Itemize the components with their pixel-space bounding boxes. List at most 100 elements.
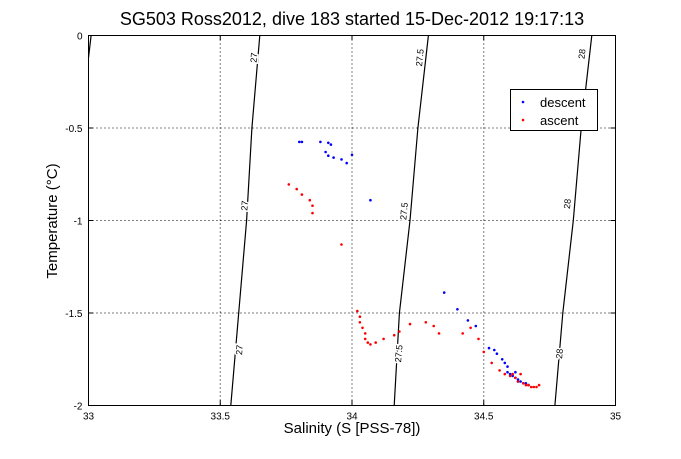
data-point-ascent bbox=[537, 383, 541, 387]
data-point-descent bbox=[506, 365, 509, 368]
axis-ticks: 33 33.5 34 34.5 35 0 -0.5 -1 -1.5 -2 bbox=[65, 32, 621, 423]
data-point-descent bbox=[474, 324, 478, 328]
data-point-descent bbox=[487, 346, 491, 350]
legend-label-descent: descent bbox=[540, 95, 586, 110]
data-point-ascent bbox=[374, 341, 378, 344]
data-point-descent bbox=[511, 374, 514, 378]
data-point-ascent bbox=[503, 372, 507, 376]
data-point-descent bbox=[466, 319, 470, 322]
data-point-ascent bbox=[308, 198, 312, 202]
data-point-ascent bbox=[392, 333, 396, 337]
data-point-descent bbox=[345, 161, 349, 165]
data-point-ascent bbox=[469, 326, 472, 330]
data-point-descent bbox=[300, 140, 304, 144]
data-point-ascent bbox=[529, 385, 533, 389]
data-point-descent bbox=[514, 370, 517, 374]
legend-label-ascent: ascent bbox=[540, 113, 579, 128]
x-axis-label: Salinity (S [PSS-78]) bbox=[284, 420, 421, 437]
data-point-ascent bbox=[532, 385, 536, 389]
data-point-ascent bbox=[524, 383, 528, 387]
data-point-descent bbox=[500, 358, 504, 361]
data-point-ascent bbox=[361, 326, 364, 330]
data-point-ascent bbox=[490, 361, 494, 365]
data-points bbox=[287, 140, 541, 389]
data-point-ascent bbox=[482, 350, 486, 354]
density-contour-label: 27 bbox=[248, 52, 259, 63]
data-point-ascent bbox=[311, 211, 314, 215]
y-tick-label: -2 bbox=[74, 402, 83, 413]
data-point-ascent bbox=[363, 337, 367, 341]
chart-title: SG503 Ross2012, dive 183 started 15-Dec-… bbox=[120, 9, 584, 29]
density-contour-label: 27.5 bbox=[414, 48, 426, 66]
data-point-ascent bbox=[498, 369, 501, 372]
x-tick-label: 33.5 bbox=[211, 412, 231, 423]
data-point-descent bbox=[340, 158, 343, 161]
data-point-ascent bbox=[300, 193, 304, 196]
data-point-descent bbox=[369, 198, 372, 202]
data-point-ascent bbox=[287, 183, 291, 186]
density-contour-label: 27 bbox=[239, 200, 250, 211]
data-point-descent bbox=[329, 143, 333, 146]
data-point-descent bbox=[493, 348, 496, 352]
data-point-ascent bbox=[477, 337, 480, 341]
data-point-ascent bbox=[358, 321, 362, 324]
y-axis-label: Temperature (°C) bbox=[44, 163, 61, 278]
data-point-descent bbox=[327, 141, 330, 145]
data-point-ascent bbox=[527, 383, 530, 387]
data-point-descent bbox=[319, 140, 322, 144]
data-point-descent bbox=[503, 361, 507, 365]
data-point-descent bbox=[506, 370, 509, 374]
data-point-ascent bbox=[295, 187, 299, 191]
density-contour-label: 28 bbox=[562, 198, 573, 209]
data-point-ascent bbox=[522, 382, 525, 385]
y-tick-label: -1 bbox=[74, 217, 83, 228]
density-contour-label: 27 bbox=[234, 345, 245, 356]
data-point-ascent bbox=[363, 332, 367, 335]
x-tick-label: 34 bbox=[346, 412, 358, 423]
density-contour-label: 27.5 bbox=[398, 202, 410, 220]
density-contour-label: 28 bbox=[577, 48, 588, 59]
density-contour-label: 27.5 bbox=[393, 344, 405, 362]
data-point-ascent bbox=[424, 321, 428, 324]
legend-marker-ascent bbox=[521, 118, 525, 122]
data-point-ascent bbox=[358, 315, 362, 319]
data-point-ascent bbox=[514, 376, 517, 380]
data-point-ascent bbox=[382, 337, 385, 341]
data-point-ascent bbox=[432, 324, 436, 328]
x-tick-label: 34.5 bbox=[474, 412, 494, 423]
data-point-ascent bbox=[340, 243, 343, 246]
y-tick-label: 0 bbox=[77, 32, 83, 43]
data-point-descent bbox=[350, 153, 354, 157]
data-point-ascent bbox=[398, 330, 401, 333]
data-point-ascent bbox=[437, 332, 441, 335]
data-point-ascent bbox=[511, 372, 514, 376]
data-point-descent bbox=[298, 140, 301, 144]
data-point-descent bbox=[524, 382, 528, 385]
data-point-descent bbox=[324, 150, 327, 154]
data-point-descent bbox=[332, 156, 335, 159]
density-contour-line bbox=[230, 35, 261, 406]
grid-lines bbox=[88, 35, 616, 406]
legend: descent ascent bbox=[510, 89, 598, 131]
data-point-ascent bbox=[369, 343, 372, 346]
y-tick-label: -0.5 bbox=[65, 124, 83, 135]
data-point-descent bbox=[519, 380, 522, 383]
data-point-ascent bbox=[508, 374, 512, 378]
data-point-descent bbox=[442, 291, 446, 294]
data-point-descent bbox=[327, 154, 330, 157]
data-point-ascent bbox=[356, 309, 359, 313]
density-contours: 27 27 27 27.5 27.5 27.5 28 28 28 bbox=[87, 35, 593, 406]
density-contour-line bbox=[393, 35, 429, 406]
data-point-ascent bbox=[519, 372, 522, 376]
data-point-ascent bbox=[516, 380, 520, 383]
data-point-ascent bbox=[366, 341, 370, 344]
data-point-ascent bbox=[408, 322, 412, 326]
data-point-descent bbox=[495, 352, 499, 356]
data-point-ascent bbox=[535, 385, 538, 389]
legend-box bbox=[510, 89, 598, 131]
x-tick-label: 33 bbox=[83, 412, 95, 423]
x-tick-label: 35 bbox=[610, 412, 622, 423]
data-point-descent bbox=[456, 308, 459, 311]
